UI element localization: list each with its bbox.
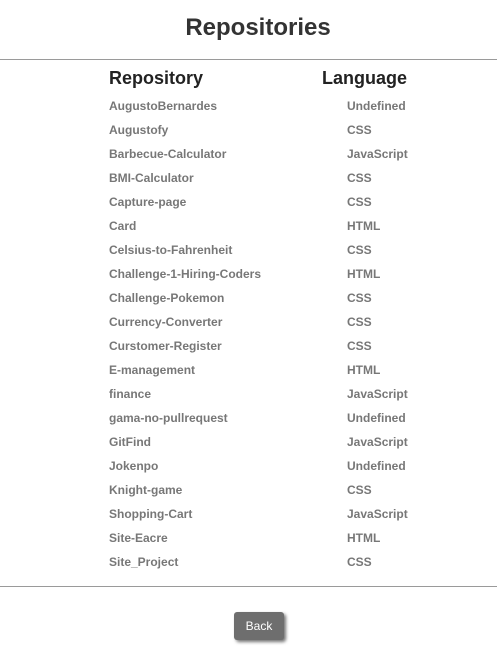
repository-language: CSS xyxy=(347,123,372,137)
table-row: Curstomer-Register CSS xyxy=(109,337,429,361)
repository-name: Augustofy xyxy=(109,123,169,137)
repository-name: Capture-page xyxy=(109,195,187,209)
table-header: Repository Language xyxy=(109,66,429,90)
repository-name: Curstomer-Register xyxy=(109,339,222,353)
table-row: GitFind JavaScript xyxy=(109,433,429,457)
repository-language: CSS xyxy=(347,555,372,569)
repository-language: CSS xyxy=(347,171,372,185)
repository-name: GitFind xyxy=(109,435,151,449)
column-header-repository: Repository xyxy=(109,68,204,88)
table-row: finance JavaScript xyxy=(109,385,429,409)
repository-list: AugustoBernardes Undefined Augustofy CSS Bar… xyxy=(109,97,429,577)
repository-language: Undefined xyxy=(347,411,406,425)
repository-language: JavaScript xyxy=(347,435,408,449)
repository-language: CSS xyxy=(347,291,372,305)
table-row: Celsius-to-Fahrenheit CSS xyxy=(109,241,429,265)
repository-name: gama-no-pullrequest xyxy=(109,411,228,425)
repository-language: JavaScript xyxy=(347,387,408,401)
table-row: Barbecue-Calculator JavaScript xyxy=(109,145,429,169)
repository-language: HTML xyxy=(347,219,381,233)
table-row: AugustoBernardes Undefined xyxy=(109,97,429,121)
repository-language: CSS xyxy=(347,339,372,353)
table-row: Shopping-Cart JavaScript xyxy=(109,505,429,529)
repository-language: JavaScript xyxy=(347,507,408,521)
repository-language: HTML xyxy=(347,531,381,545)
repository-language: HTML xyxy=(347,267,381,281)
repository-language: Undefined xyxy=(347,459,406,473)
repository-language: Undefined xyxy=(347,99,406,113)
repository-name: AugustoBernardes xyxy=(109,99,218,113)
back-button[interactable]: Back xyxy=(234,612,284,640)
repository-language: CSS xyxy=(347,483,372,497)
repository-name: Challenge-Pokemon xyxy=(109,291,225,305)
table-row: Knight-game CSS xyxy=(109,481,429,505)
repository-name: Barbecue-Calculator xyxy=(109,147,227,161)
table-row: gama-no-pullrequest Undefined xyxy=(109,409,429,433)
repository-language: JavaScript xyxy=(347,147,408,161)
repository-name: Celsius-to-Fahrenheit xyxy=(109,243,233,257)
repository-language: CSS xyxy=(347,315,372,329)
bottom-divider xyxy=(0,586,497,587)
table-row: Challenge-1-Hiring-Coders HTML xyxy=(109,265,429,289)
table-row: Augustofy CSS xyxy=(109,121,429,145)
table-row: Currency-Converter CSS xyxy=(109,313,429,337)
repository-name: Challenge-1-Hiring-Coders xyxy=(109,267,262,281)
repository-name: Site_Project xyxy=(109,555,179,569)
repository-name: finance xyxy=(109,387,152,401)
table-row: BMI-Calculator CSS xyxy=(109,169,429,193)
table-row: Jokenpo Undefined xyxy=(109,457,429,481)
repository-name: Site-Eacre xyxy=(109,531,168,545)
repository-name: Card xyxy=(109,219,137,233)
table-row: Site-Eacre HTML xyxy=(109,529,429,553)
table-row: E-management HTML xyxy=(109,361,429,385)
repository-name: Jokenpo xyxy=(109,459,159,473)
repository-language: HTML xyxy=(347,363,381,377)
repository-name: Currency-Converter xyxy=(109,315,223,329)
repository-language: CSS xyxy=(347,243,372,257)
repository-name: E-management xyxy=(109,363,196,377)
table-row: Site_Project CSS xyxy=(109,553,429,577)
column-header-language: Language xyxy=(322,68,408,88)
repository-name: BMI-Calculator xyxy=(109,171,194,185)
top-divider xyxy=(0,59,497,60)
table-row: Capture-page CSS xyxy=(109,193,429,217)
repository-language: CSS xyxy=(347,195,372,209)
table-row: Challenge-Pokemon CSS xyxy=(109,289,429,313)
table-row: Card HTML xyxy=(109,217,429,241)
repository-name: Knight-game xyxy=(109,483,183,497)
repository-table: Repository Language AugustoBernardes Unde… xyxy=(109,66,429,569)
page-title: Repositories xyxy=(185,14,331,41)
repository-name: Shopping-Cart xyxy=(109,507,193,521)
